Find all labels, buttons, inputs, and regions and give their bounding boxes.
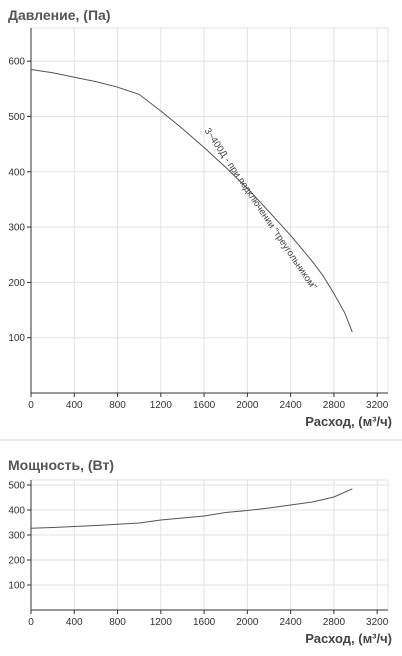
power-curve (30, 488, 353, 529)
pressure-gridlines (30, 27, 389, 393)
pressure-y-tick-labels: 100 200 300 400 500 600 (8, 57, 25, 345)
power-x-tick-label: 2800 (323, 617, 346, 628)
power-x-tick-label: 1200 (150, 617, 173, 628)
power-gridlines (30, 479, 389, 610)
pressure-x-tick-label: 800 (109, 400, 126, 411)
pressure-y-tick-label: 300 (8, 223, 25, 234)
pressure-series (30, 69, 353, 333)
power-axes (27, 480, 388, 614)
pressure-y-tick-label: 100 (8, 333, 25, 344)
power-y-tick-labels: 100 200 300 400 500 (8, 481, 25, 592)
pressure-x-axis-label: Расход, (м³/ч) (305, 414, 392, 429)
pressure-x-tick-label: 0 (28, 400, 34, 411)
pressure-x-tick-label: 1600 (193, 400, 216, 411)
pressure-y-tick-label: 600 (8, 57, 25, 68)
pressure-x-tick-label: 2000 (236, 400, 259, 411)
pressure-x-tick-label: 2800 (323, 400, 346, 411)
power-y-tick-label: 300 (8, 531, 25, 542)
pressure-y-tick-label: 500 (8, 112, 25, 123)
power-x-tick-label: 0 (28, 617, 34, 628)
pressure-chart-title: Давление, (Па) (8, 7, 110, 23)
pressure-x-tick-label: 3200 (366, 400, 389, 411)
pressure-x-tick-label: 1200 (150, 400, 173, 411)
pressure-chart: Давление, (Па) 100 200 300 400 500 600 0 400 80… (8, 7, 392, 429)
pressure-y-tick-label: 400 (8, 167, 25, 178)
pressure-curve-annotation: 3~400Д - при подключении "треугольником" (202, 126, 319, 292)
pressure-x-tick-label: 2400 (280, 400, 303, 411)
power-x-tick-labels: 0 400 800 1200 1600 2000 2400 2800 3200 (28, 617, 389, 628)
power-chart-title: Мощность, (Вт) (8, 457, 114, 473)
power-x-tick-label: 3200 (366, 617, 389, 628)
power-x-tick-label: 800 (109, 617, 126, 628)
pressure-axes (27, 28, 388, 397)
pressure-x-tick-label: 400 (66, 400, 83, 411)
power-x-tick-label: 400 (66, 617, 83, 628)
pressure-curve (30, 69, 353, 333)
power-y-tick-label: 500 (8, 481, 25, 492)
power-x-tick-label: 2000 (236, 617, 259, 628)
power-x-tick-label: 2400 (280, 617, 303, 628)
power-x-tick-label: 1600 (193, 617, 216, 628)
power-chart: Мощность, (Вт) 100 200 300 400 500 0 400 800 12… (8, 457, 392, 646)
pressure-x-tick-labels: 0 400 800 1200 1600 2000 2400 2800 3200 (28, 400, 389, 411)
power-series (30, 488, 353, 529)
power-y-tick-label: 400 (8, 506, 25, 517)
power-x-axis-label: Расход, (м³/ч) (305, 631, 392, 646)
power-y-tick-label: 200 (8, 556, 25, 567)
pressure-y-tick-label: 200 (8, 278, 25, 289)
power-y-tick-label: 100 (8, 581, 25, 592)
